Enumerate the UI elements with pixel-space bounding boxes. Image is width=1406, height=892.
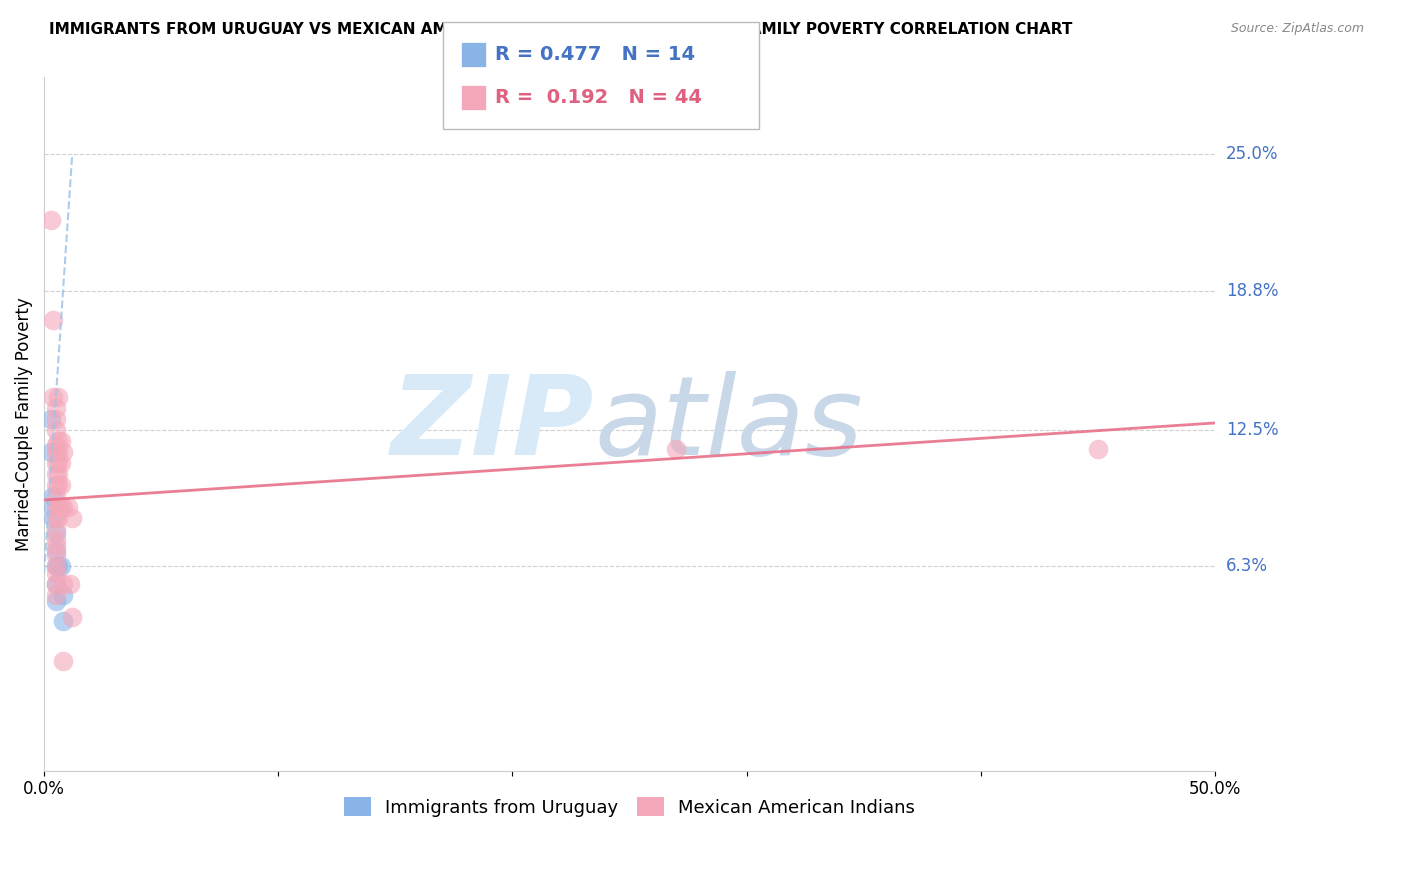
Point bbox=[45, 456, 67, 470]
Point bbox=[45, 500, 67, 514]
Point bbox=[42, 510, 65, 524]
Point bbox=[45, 588, 67, 602]
Text: 12.5%: 12.5% bbox=[1226, 420, 1278, 439]
Point bbox=[39, 411, 62, 425]
Text: Source: ZipAtlas.com: Source: ZipAtlas.com bbox=[1230, 22, 1364, 36]
Point bbox=[49, 456, 72, 470]
Point bbox=[49, 559, 72, 574]
Text: 6.3%: 6.3% bbox=[1226, 557, 1268, 575]
Point bbox=[46, 390, 69, 404]
Point bbox=[45, 594, 67, 608]
Point bbox=[49, 477, 72, 491]
Text: IMMIGRANTS FROM URUGUAY VS MEXICAN AMERICAN INDIAN MARRIED-COUPLE FAMILY POVERTY: IMMIGRANTS FROM URUGUAY VS MEXICAN AMERI… bbox=[49, 22, 1073, 37]
Text: 18.8%: 18.8% bbox=[1226, 282, 1278, 300]
Text: R = 0.477   N = 14: R = 0.477 N = 14 bbox=[495, 45, 695, 63]
Point bbox=[46, 434, 69, 448]
Point bbox=[45, 401, 67, 415]
Text: ZIP: ZIP bbox=[391, 370, 595, 477]
Point bbox=[45, 559, 67, 574]
Point bbox=[60, 510, 83, 524]
Point bbox=[45, 543, 67, 558]
Point bbox=[59, 576, 82, 591]
Point bbox=[52, 444, 75, 458]
Point bbox=[45, 510, 67, 524]
Point bbox=[45, 423, 67, 437]
Point bbox=[45, 438, 67, 452]
Point bbox=[45, 548, 67, 562]
Legend: Immigrants from Uruguay, Mexican American Indians: Immigrants from Uruguay, Mexican America… bbox=[336, 790, 922, 824]
Point bbox=[45, 566, 67, 580]
Point bbox=[46, 444, 69, 458]
Point bbox=[52, 614, 75, 628]
Point bbox=[45, 576, 67, 591]
Point bbox=[42, 312, 65, 326]
Point bbox=[45, 522, 67, 536]
Point bbox=[46, 477, 69, 491]
Point bbox=[56, 500, 79, 514]
Point bbox=[39, 444, 62, 458]
Point bbox=[45, 489, 67, 503]
Point bbox=[52, 500, 75, 514]
Point bbox=[45, 411, 67, 425]
Point bbox=[46, 500, 69, 514]
Point bbox=[42, 390, 65, 404]
Point bbox=[45, 526, 67, 541]
Point bbox=[45, 477, 67, 491]
Text: atlas: atlas bbox=[595, 370, 863, 477]
Text: 25.0%: 25.0% bbox=[1226, 145, 1278, 163]
Point bbox=[42, 500, 65, 514]
Point bbox=[45, 533, 67, 547]
Point bbox=[52, 576, 75, 591]
Point bbox=[49, 500, 72, 514]
Point bbox=[46, 456, 69, 470]
Point bbox=[45, 559, 67, 574]
Point bbox=[1087, 442, 1109, 457]
Y-axis label: Married-Couple Family Poverty: Married-Couple Family Poverty bbox=[15, 297, 32, 551]
Point bbox=[46, 467, 69, 481]
Point bbox=[45, 444, 67, 458]
Point bbox=[49, 434, 72, 448]
Point bbox=[46, 559, 69, 574]
Point bbox=[45, 576, 67, 591]
Point bbox=[42, 489, 65, 503]
Point bbox=[39, 213, 62, 227]
Point bbox=[60, 609, 83, 624]
Point bbox=[52, 588, 75, 602]
Point bbox=[45, 539, 67, 553]
Text: R =  0.192   N = 44: R = 0.192 N = 44 bbox=[495, 88, 702, 107]
Point bbox=[46, 510, 69, 524]
Point bbox=[45, 467, 67, 481]
Point bbox=[665, 442, 688, 457]
Point bbox=[52, 654, 75, 668]
